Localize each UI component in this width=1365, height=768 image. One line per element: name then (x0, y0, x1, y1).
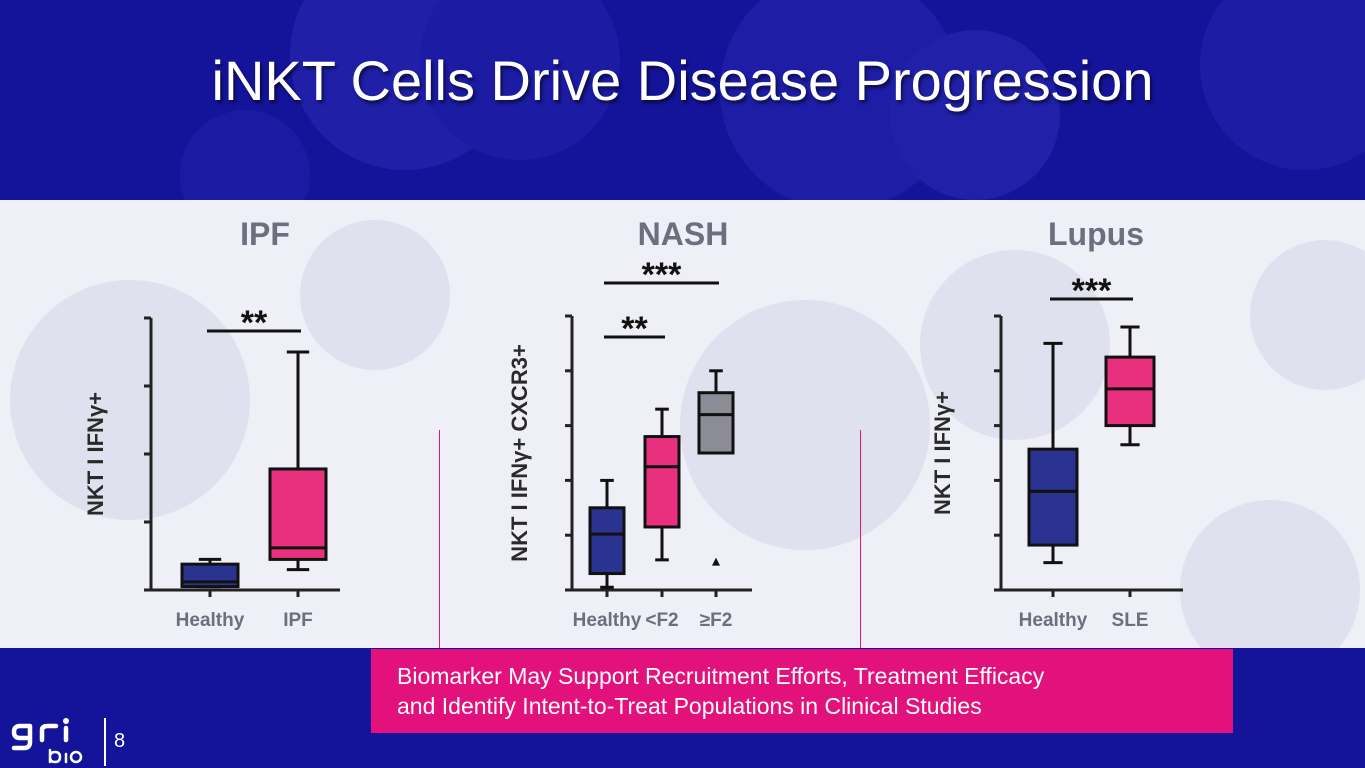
x-tick-label: IPF (283, 610, 313, 631)
box-plots: IPF NKT I IFNγ+ Healthy IPF ** NASH NKT I IFN… (83, 216, 1183, 631)
chart-ipf: IPF NKT I IFNγ+ Healthy IPF ** (83, 216, 340, 631)
logo-separator (104, 718, 106, 766)
chart-title: Lupus (1048, 216, 1144, 252)
decor-bubble (420, 0, 620, 160)
x-tick-label: Healthy (176, 610, 245, 631)
x-tick-label: SLE (1112, 610, 1149, 631)
panel-divider (439, 430, 440, 648)
significance-stars: *** (642, 256, 682, 294)
outlier-point (712, 557, 720, 566)
x-tick-label: Healthy (1019, 610, 1088, 631)
box-SLE (1104, 355, 1156, 428)
decor-bubble (890, 30, 1060, 200)
y-axis-label: NKT I IFNγ+ (930, 391, 955, 515)
y-axis-label: NKT I IFNγ+ (83, 392, 108, 516)
significance-stars: ** (621, 310, 648, 348)
box-Healthy (1027, 447, 1079, 547)
box-F2 (697, 391, 735, 455)
x-tick-label: ≥F2 (700, 610, 733, 631)
chart-title: IPF (240, 216, 290, 252)
chart-lupus: Lupus NKT I IFNγ+ Healthy SLE *** (930, 216, 1183, 631)
callout-box: Biomarker May Support Recruitment Effort… (371, 649, 1233, 733)
decor-bubble (180, 110, 310, 200)
box-F2 (643, 435, 681, 529)
decor-bubble (10, 280, 250, 520)
header-band: iNKT Cells Drive Disease Progression (0, 0, 1365, 200)
slide-title: iNKT Cells Drive Disease Progression (211, 49, 1154, 112)
chart-title: NASH (638, 216, 729, 252)
significance-stars: ** (241, 304, 268, 342)
gri-bio-logo-icon (11, 718, 83, 764)
decor-bubble (300, 220, 450, 370)
page-number: 8 (114, 730, 126, 752)
x-tick-label: <F2 (645, 610, 678, 631)
panel-divider (860, 430, 861, 648)
decor-bubble (1250, 240, 1365, 390)
callout-line-1: Biomarker May Support Recruitment Effort… (397, 663, 1045, 689)
box-IPF (268, 467, 328, 561)
y-axis-label: NKT I IFNγ+ CXCR3+ (507, 344, 532, 562)
significance-stars: *** (1072, 272, 1112, 310)
decor-bubble (920, 250, 1110, 440)
callout-line-2: and Identify Intent-to-Treat Populations… (397, 693, 982, 719)
decor-bubble (1180, 500, 1360, 648)
x-tick-label: Healthy (573, 610, 642, 631)
box-Healthy (588, 506, 626, 576)
